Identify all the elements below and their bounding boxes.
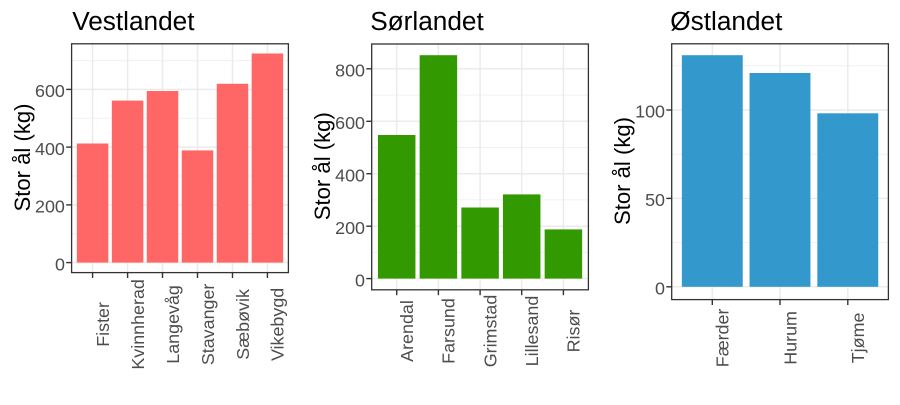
svg-text:Grimstad: Grimstad <box>480 295 500 368</box>
svg-text:600: 600 <box>35 81 65 101</box>
svg-text:Farsund: Farsund <box>439 298 459 364</box>
svg-text:50: 50 <box>645 190 665 210</box>
svg-text:Stor ål (kg): Stor ål (kg) <box>310 112 335 220</box>
svg-text:Langevåg: Langevåg <box>163 285 183 364</box>
svg-text:0: 0 <box>355 270 365 290</box>
svg-text:600: 600 <box>335 113 365 133</box>
svg-text:Færder: Færder <box>713 309 733 368</box>
svg-text:Vestlandet: Vestlandet <box>72 6 195 36</box>
svg-text:Stor ål (kg): Stor ål (kg) <box>10 103 35 211</box>
svg-text:Tjøme: Tjøme <box>848 313 868 364</box>
svg-text:800: 800 <box>335 61 365 81</box>
svg-text:Kvinnherad: Kvinnherad <box>128 279 148 370</box>
svg-text:Sørlandet: Sørlandet <box>370 6 484 36</box>
svg-text:Vikebygd: Vikebygd <box>268 288 288 361</box>
svg-text:Fister: Fister <box>93 302 113 347</box>
svg-text:Hurum: Hurum <box>780 311 800 365</box>
svg-text:400: 400 <box>335 165 365 185</box>
svg-text:Arendal: Arendal <box>397 300 417 362</box>
svg-text:0: 0 <box>655 279 665 299</box>
svg-text:200: 200 <box>335 218 365 238</box>
svg-text:Stor ål (kg): Stor ål (kg) <box>610 117 635 225</box>
svg-text:Stavanger: Stavanger <box>198 284 218 366</box>
svg-text:200: 200 <box>35 197 65 217</box>
svg-text:100: 100 <box>635 102 665 122</box>
svg-text:Lillesand: Lillesand <box>522 296 542 367</box>
svg-text:Østlandet: Østlandet <box>670 6 783 36</box>
svg-text:Sæbøvik: Sæbøvik <box>233 289 253 360</box>
svg-text:0: 0 <box>55 254 65 274</box>
svg-text:Risør: Risør <box>564 310 584 353</box>
svg-text:400: 400 <box>35 139 65 159</box>
